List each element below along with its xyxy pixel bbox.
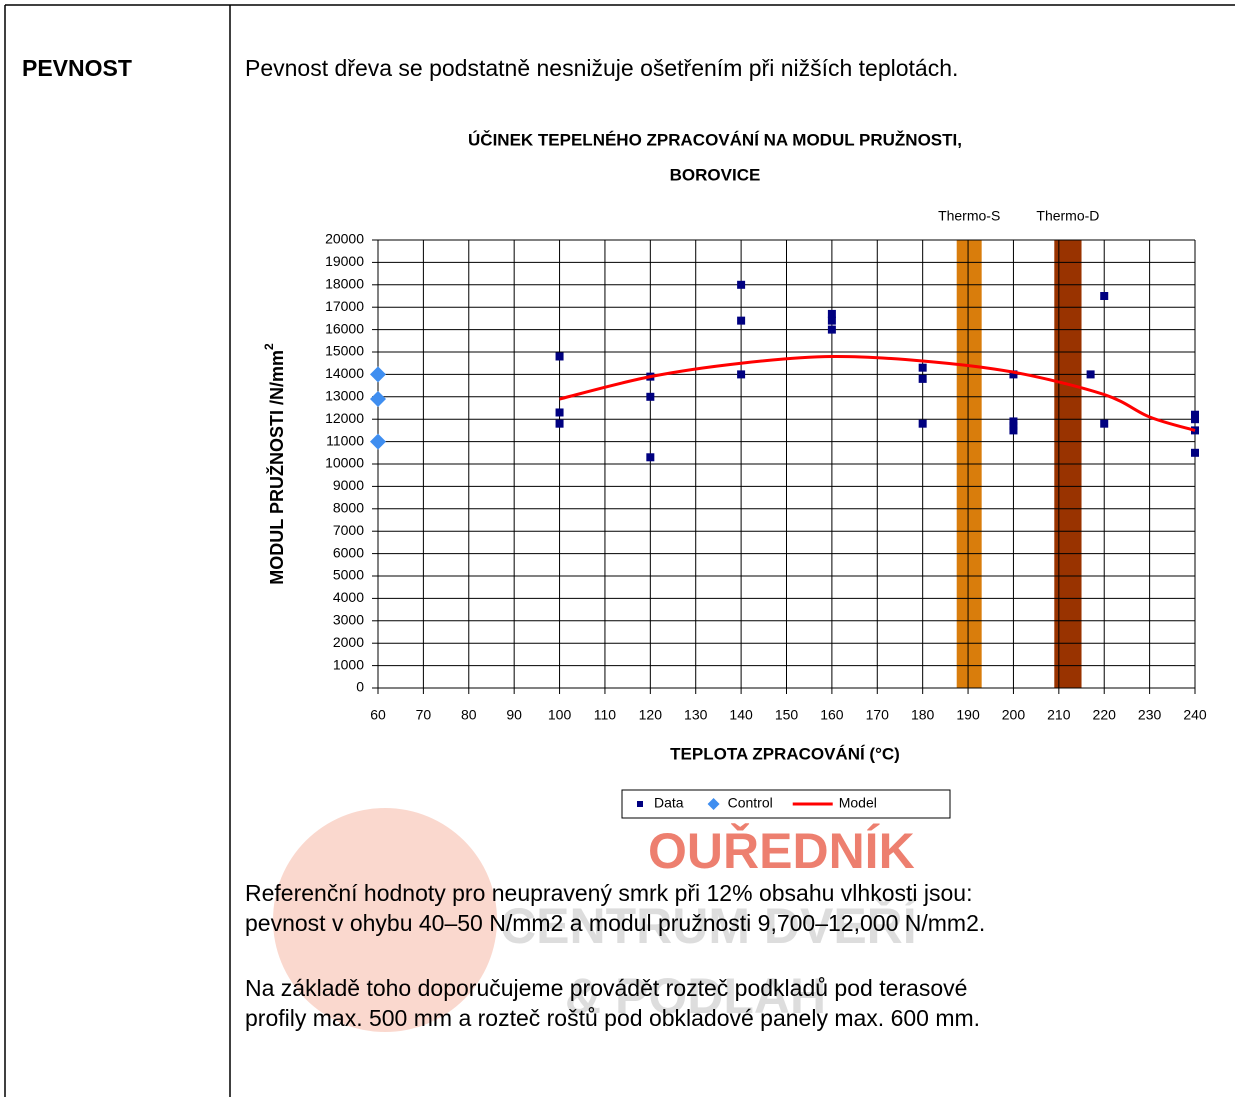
- watermark-text: & PODLAH: [565, 968, 826, 1024]
- data-point: [1191, 415, 1199, 424]
- x-tick-label: 90: [506, 707, 522, 723]
- data-point: [555, 352, 564, 361]
- y-tick-label: 3000: [333, 612, 364, 628]
- x-tick-label: 60: [370, 707, 386, 723]
- legend-label: Data: [654, 795, 684, 811]
- x-tick-label: 150: [775, 707, 799, 723]
- paragraph-line: Referenční hodnoty pro neupravený smrk p…: [245, 880, 972, 906]
- data-point: [737, 316, 746, 325]
- x-tick-label: 160: [820, 707, 844, 723]
- band-label: Thermo-S: [938, 208, 1000, 224]
- data-point: [1191, 448, 1199, 457]
- data-point: [1009, 421, 1018, 430]
- model-line: [559, 354, 1196, 432]
- data-point: [555, 419, 564, 428]
- x-tick-label: 210: [1047, 707, 1071, 723]
- band-label: Thermo-D: [1036, 208, 1099, 224]
- chart-title: BOROVICE: [670, 165, 761, 184]
- x-tick-label: 110: [594, 707, 617, 723]
- paragraph-line: profily max. 500 mm a rozteč roštů pod o…: [245, 1005, 980, 1031]
- intro-text: Pevnost dřeva se podstatně nesnižuje oše…: [245, 55, 958, 81]
- x-tick-label: 180: [911, 707, 935, 723]
- data-point: [1100, 292, 1109, 300]
- y-tick-label: 14000: [325, 365, 364, 381]
- paragraph-line: Na základě toho doporučujeme provádět ro…: [245, 975, 967, 1001]
- data-point: [827, 316, 836, 325]
- x-tick-label: 190: [956, 707, 980, 723]
- data-point: [918, 363, 927, 372]
- y-tick-label: 11000: [326, 432, 364, 448]
- y-tick-label: 2000: [333, 634, 364, 650]
- x-tick-label: 80: [461, 707, 477, 723]
- data-point: [1009, 426, 1018, 435]
- x-tick-label: 230: [1138, 707, 1162, 723]
- y-axis-label-main: MODUL PRUŽNOSTI /N/mm: [266, 350, 287, 585]
- legend-swatch: [707, 798, 720, 810]
- x-tick-label: 70: [416, 707, 432, 723]
- y-tick-label: 18000: [325, 276, 364, 292]
- x-tick-label: 120: [639, 707, 663, 723]
- y-tick-label: 8000: [333, 500, 364, 516]
- data-point: [918, 374, 927, 383]
- x-tick-label: 220: [1093, 707, 1117, 723]
- x-tick-label: 170: [866, 707, 890, 723]
- y-tick-label: 4000: [333, 589, 364, 605]
- y-tick-label: 9000: [333, 477, 364, 493]
- paragraph-line: pevnost v ohybu 40–50 N/mm2 a modul pruž…: [245, 910, 985, 936]
- y-tick-label: 17000: [325, 298, 364, 314]
- data-point: [646, 453, 655, 462]
- data-point: [737, 370, 746, 379]
- legend-label: Model: [839, 795, 877, 811]
- y-tick-label: 15000: [325, 343, 364, 359]
- row-label: PEVNOST: [22, 55, 132, 81]
- legend-box: [621, 789, 951, 819]
- x-tick-label: 100: [548, 707, 572, 723]
- y-tick-label: 5000: [333, 567, 364, 583]
- y-tick-label: 6000: [333, 544, 364, 560]
- data-point: [918, 419, 927, 428]
- y-tick-label: 16000: [325, 320, 364, 336]
- data-point: [555, 408, 564, 417]
- y-axis-label: MODUL PRUŽNOSTI /N/mm2: [262, 343, 287, 585]
- y-tick-label: 19000: [325, 253, 364, 269]
- x-tick-label: 130: [684, 707, 708, 723]
- y-tick-label: 10000: [325, 455, 364, 471]
- control-point: [370, 433, 386, 450]
- control-point: [370, 366, 386, 383]
- x-axis-label: TEPLOTA ZPRACOVÁNÍ (°C): [670, 744, 900, 763]
- legend-swatch: [637, 801, 643, 807]
- y-tick-label: 0: [356, 679, 364, 695]
- y-axis-label-sup: 2: [262, 343, 276, 350]
- data-point: [1009, 417, 1018, 426]
- x-tick-label: 140: [729, 707, 753, 723]
- data-point: [737, 280, 746, 289]
- y-tick-label: 7000: [333, 522, 364, 538]
- control-point: [370, 391, 386, 408]
- data-point: [1086, 370, 1095, 379]
- watermark-text: CENTRUM DVEŘÍ: [500, 898, 918, 954]
- data-point: [1191, 410, 1199, 419]
- chart-title: ÚČINEK TEPELNÉHO ZPRACOVÁNÍ NA MODUL PRU…: [468, 130, 962, 149]
- data-point: [1100, 419, 1109, 428]
- legend-label: Control: [728, 795, 773, 811]
- y-tick-label: 13000: [325, 388, 364, 404]
- y-tick-label: 1000: [333, 656, 364, 672]
- watermark-text: OUŘEDNÍK: [648, 823, 915, 879]
- x-tick-label: 240: [1183, 707, 1207, 723]
- y-tick-label: 12000: [325, 410, 364, 426]
- y-tick-label: 20000: [325, 231, 364, 247]
- data-point: [646, 392, 655, 401]
- x-tick-label: 200: [1002, 707, 1026, 723]
- watermark-circle: [273, 808, 497, 1032]
- data-point: [827, 309, 836, 318]
- data-point: [1009, 370, 1018, 379]
- data-point: [827, 325, 836, 334]
